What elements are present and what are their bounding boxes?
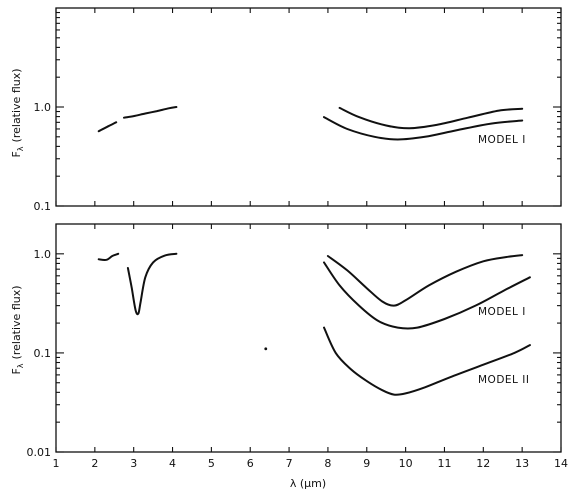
top-ytick-label: 0.1 (34, 200, 52, 213)
xtick-label: 9 (363, 457, 370, 470)
xtick-label: 8 (324, 457, 331, 470)
bottom-model-i-curve-3 (323, 261, 531, 330)
top-observed-curve-1 (123, 106, 178, 119)
bottom-ylabel: Fλ (relative flux) (10, 285, 25, 374)
bottom-model-i-curve-2 (326, 254, 524, 307)
top-ylabel-main: F (10, 151, 23, 157)
xtick-label: 2 (91, 457, 98, 470)
top-curves (97, 106, 524, 141)
xtick-label: 14 (554, 457, 568, 470)
xtick-label: 6 (247, 457, 254, 470)
bottom-ylabel-rest: (relative flux) (10, 285, 23, 359)
bottom-curves (97, 252, 531, 396)
top-model-i-curve-2 (338, 106, 524, 130)
bottom-ylabel-sub: λ (16, 363, 25, 368)
bottom-ytick-label: 1.0 (34, 248, 52, 261)
bottom-panel: 1 2 3 4 5 6 7 8 9 10 11 12 13 140.010.11.0 MODEL I MO… (10, 223, 568, 490)
top-panel: 0.1 1.0 MODEL I Fλ (relative flux) (10, 7, 562, 213)
xtick-label: 13 (515, 457, 529, 470)
top-model-i-curve-3 (323, 116, 524, 141)
top-ytick-label: 1.0 (34, 101, 52, 114)
xtick-label: 10 (399, 457, 413, 470)
xtick-label: 5 (208, 457, 215, 470)
top-ylabel-sub: λ (16, 146, 25, 151)
bottom-xlabel: λ (μm) (290, 477, 326, 490)
bottom-model-i-label: MODEL I (478, 306, 526, 318)
bottom-stray-point (264, 347, 268, 351)
xtick-label: 4 (169, 457, 176, 470)
top-plot-frame (55, 7, 562, 207)
xtick-label: 7 (286, 457, 293, 470)
xtick-label: 3 (130, 457, 137, 470)
bottom-ytick-label: 0.01 (27, 446, 52, 459)
bottom-model-ii-curve-4 (323, 326, 531, 396)
top-model-i-label: MODEL I (478, 134, 526, 146)
bottom-observed-curve-1 (126, 252, 178, 316)
bottom-ytick-label: 0.1 (34, 347, 52, 360)
xtick-label: 11 (437, 457, 451, 470)
bottom-ticks: 1 2 3 4 5 6 7 8 9 10 11 12 13 140.010.11.0 (27, 224, 568, 470)
top-ylabel-rest: (relative flux) (10, 68, 23, 142)
bottom-plot-frame (55, 223, 562, 453)
top-ticks: 0.1 1.0 (34, 8, 562, 213)
xtick-label: 12 (476, 457, 490, 470)
top-observed-curve-0 (97, 121, 118, 133)
bottom-observed-curve-0 (97, 252, 120, 261)
bottom-model-ii-label: MODEL II (478, 374, 529, 386)
top-ylabel: Fλ (relative flux) (10, 68, 25, 157)
bottom-ylabel-main: F (10, 368, 23, 374)
xtick-label: 1 (53, 457, 60, 470)
